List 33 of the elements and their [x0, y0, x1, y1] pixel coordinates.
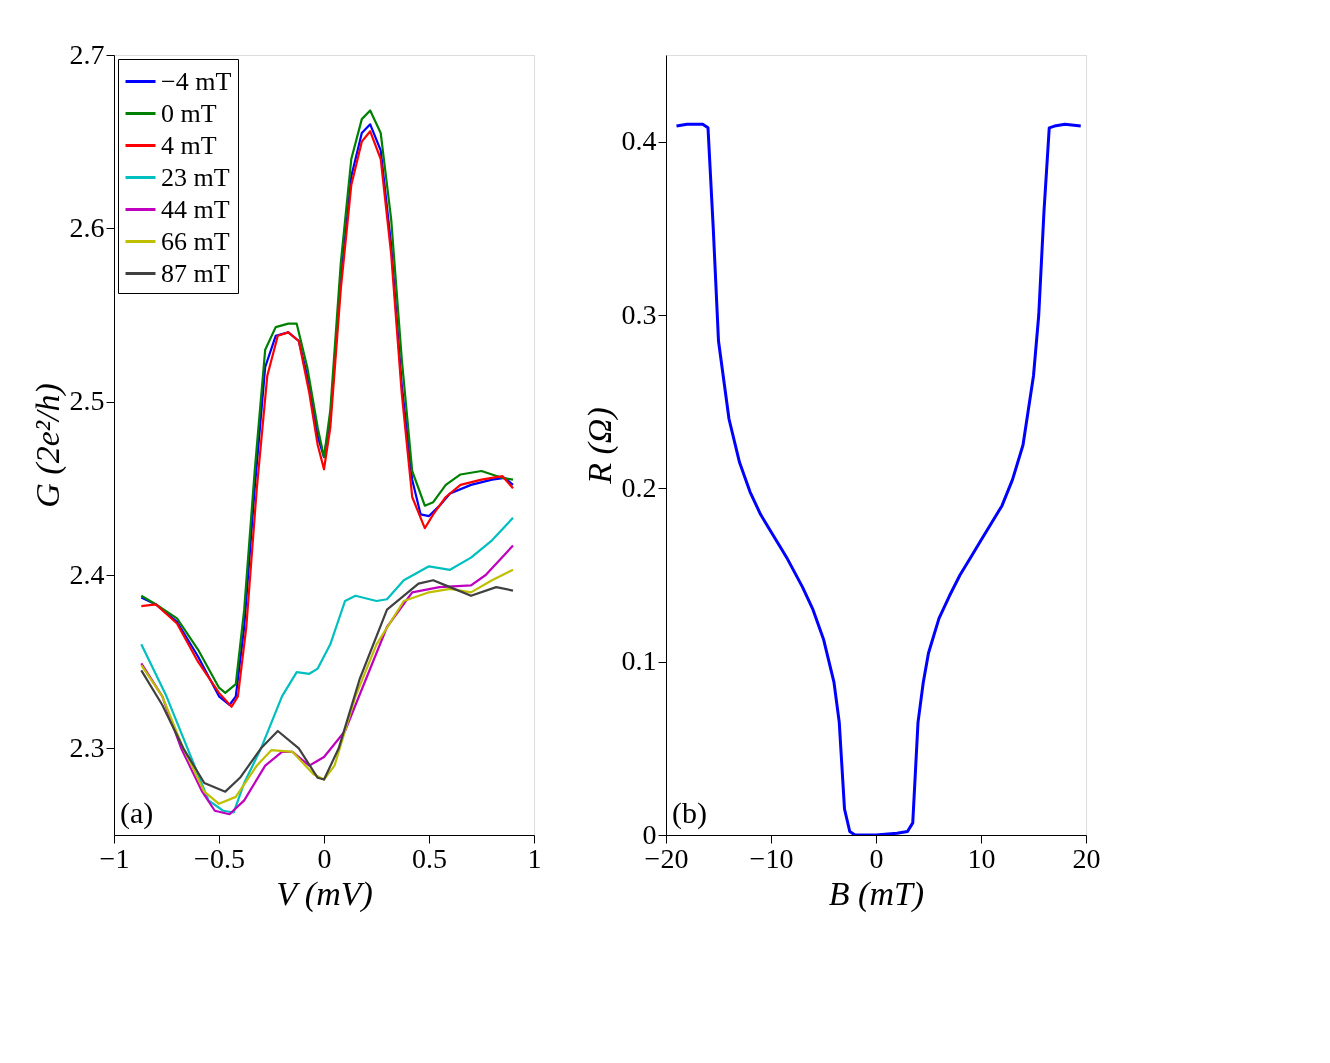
annotation: (a): [120, 796, 154, 830]
y-tick-label: 2.4: [69, 558, 105, 590]
legend-label: 87 mT: [161, 258, 230, 288]
line-series: [675, 122, 1083, 835]
x-tick-label: 0: [317, 842, 332, 874]
legend-label: 66 mT: [161, 226, 230, 256]
legend-label: 4 mT: [161, 130, 217, 160]
legend-label: −4 mT: [161, 66, 232, 96]
y-tick-label: 2.3: [69, 731, 105, 763]
y-tick-label: 0: [642, 818, 657, 850]
x-tick-label: 20: [1072, 842, 1101, 874]
x-tick-label: 0: [869, 842, 884, 874]
y-tick-label: 2.7: [69, 38, 105, 70]
x-axis-title: V (mV): [276, 874, 373, 913]
x-tick-label: 1: [527, 842, 542, 874]
y-tick-label: 0.1: [621, 645, 657, 677]
y-tick-label: 2.5: [69, 385, 105, 417]
x-tick-label: −0.5: [194, 842, 245, 874]
legend-label: 23 mT: [161, 162, 230, 192]
legend-label: 44 mT: [161, 194, 230, 224]
y-axis-title: G (2e²/h): [28, 383, 67, 508]
legend-label: 0 mT: [161, 98, 217, 128]
y-tick-label: 0.2: [621, 471, 657, 503]
annotation: (b): [672, 796, 707, 830]
x-tick-label: 10: [967, 842, 996, 874]
y-axis-title: R (Ω): [580, 407, 619, 485]
x-tick-label: −1: [99, 842, 130, 874]
y-tick-label: 0.3: [621, 298, 657, 330]
y-tick-label: 0.4: [621, 125, 657, 157]
x-tick-label: −10: [749, 842, 794, 874]
x-tick-label: 0.5: [412, 842, 447, 874]
y-tick-label: 2.6: [69, 211, 105, 243]
x-axis-title: B (mT): [828, 874, 925, 913]
